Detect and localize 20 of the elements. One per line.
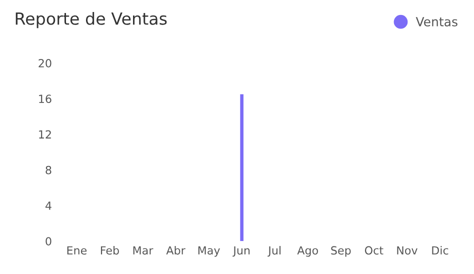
- y-tick-label: 20: [38, 58, 52, 68]
- y-tick-label: 4: [45, 202, 52, 210]
- legend-label: Ventas: [416, 17, 458, 26]
- x-tick-label: Oct: [364, 246, 384, 255]
- x-tick-label: Mar: [133, 246, 154, 255]
- y-tick-label: 8: [46, 166, 52, 174]
- x-tick-label: Abr: [166, 246, 186, 255]
- x-tick-label: Jul: [268, 246, 281, 257]
- x-tick-label: Dic: [432, 246, 448, 255]
- y-tick-label: 16: [39, 94, 52, 104]
- x-tick-label: May: [198, 246, 220, 257]
- y-tick-label: 12: [39, 130, 51, 138]
- x-tick-label: Jun: [232, 246, 250, 257]
- x-tick-label: Feb: [100, 246, 119, 255]
- x-tick-label: Sep: [331, 246, 351, 257]
- chart-title: Reporte de Ventas: [16, 12, 167, 28]
- x-tick-label: Ago: [297, 246, 318, 257]
- x-tick-label: Ene: [67, 246, 87, 255]
- x-tick-label: Nov: [397, 246, 418, 255]
- y-tick-label: 0: [46, 237, 52, 246]
